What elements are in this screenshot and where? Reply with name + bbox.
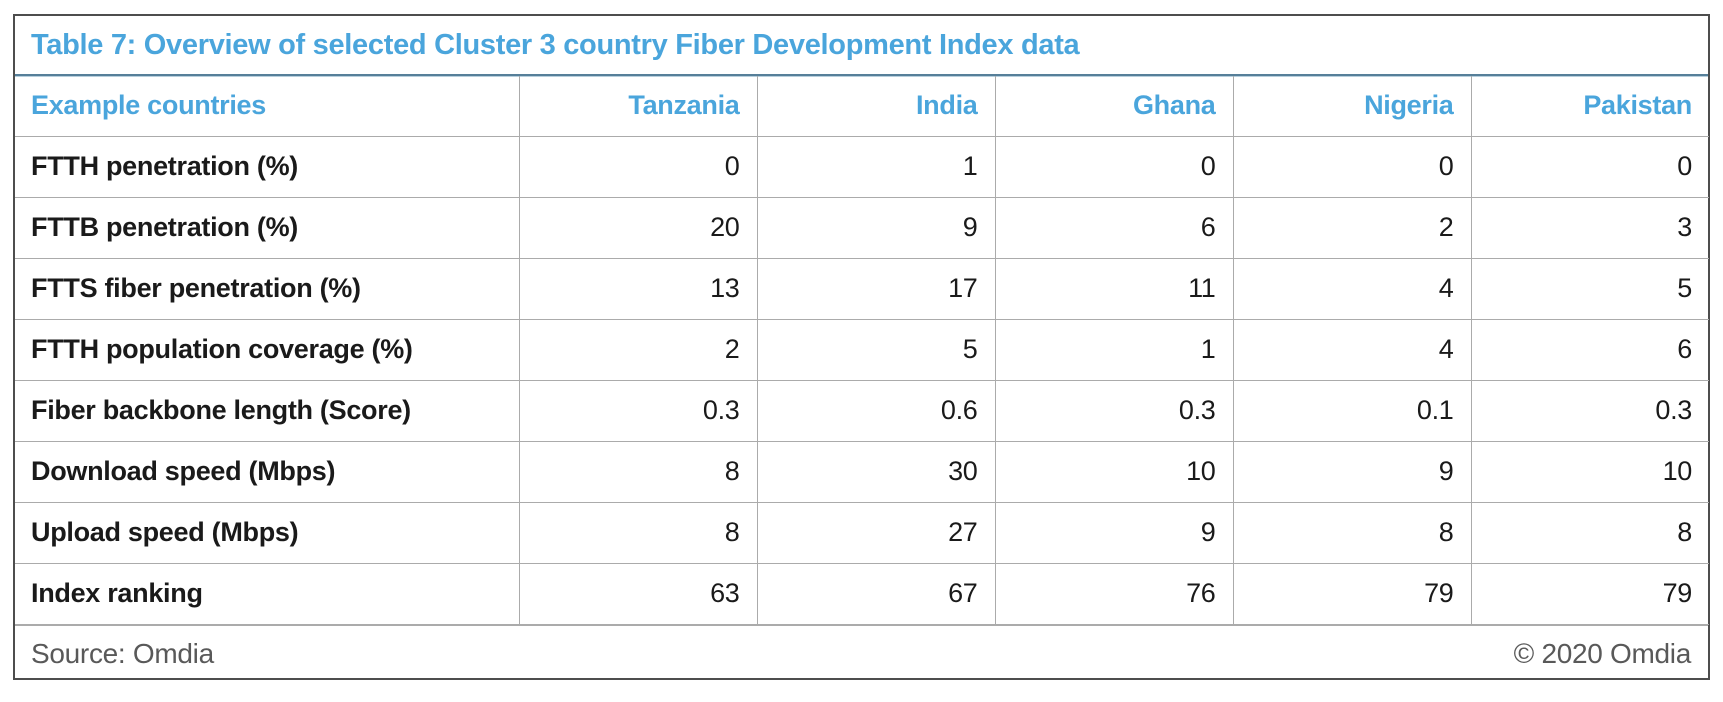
column-header-nigeria: Nigeria (1232, 76, 1472, 137)
cell-value: 11 (994, 257, 1234, 320)
row-label: FTTS fiber penetration (%) (15, 257, 520, 320)
cell-value: 13 (518, 257, 758, 320)
table-row: FTTH penetration (%) 0 1 0 0 0 (15, 135, 1709, 198)
column-header-india: India (756, 76, 996, 137)
cell-value: 2 (518, 318, 758, 381)
cell-value: 0 (1470, 135, 1709, 198)
row-label: FTTB penetration (%) (15, 196, 520, 259)
data-table: Example countries Tanzania India Ghana N… (15, 76, 1709, 625)
table-title: Table 7: Overview of selected Cluster 3 … (15, 16, 1708, 76)
row-label: FTTH penetration (%) (15, 135, 520, 198)
row-label: Download speed (Mbps) (15, 440, 520, 503)
cell-value: 4 (1232, 318, 1472, 381)
table-row: Upload speed (Mbps) 8 27 9 8 8 (15, 501, 1709, 564)
row-label: FTTH population coverage (%) (15, 318, 520, 381)
cell-value: 0.3 (994, 379, 1234, 442)
row-label: Index ranking (15, 562, 520, 625)
cell-value: 20 (518, 196, 758, 259)
row-label: Upload speed (Mbps) (15, 501, 520, 564)
cell-value: 6 (994, 196, 1234, 259)
header-row: Example countries Tanzania India Ghana N… (15, 76, 1709, 137)
cell-value: 3 (1470, 196, 1709, 259)
cell-value: 17 (756, 257, 996, 320)
cell-value: 30 (756, 440, 996, 503)
cell-value: 0.1 (1232, 379, 1472, 442)
cell-value: 8 (518, 501, 758, 564)
cell-value: 8 (1232, 501, 1472, 564)
cell-value: 0 (994, 135, 1234, 198)
cell-value: 10 (1470, 440, 1709, 503)
cell-value: 6 (1470, 318, 1709, 381)
cell-value: 79 (1232, 562, 1472, 625)
table-row: FTTH population coverage (%) 2 5 1 4 6 (15, 318, 1709, 381)
table-row: Index ranking 63 67 76 79 79 (15, 562, 1709, 625)
cell-value: 9 (756, 196, 996, 259)
cell-value: 2 (1232, 196, 1472, 259)
cell-value: 9 (1232, 440, 1472, 503)
cell-value: 76 (994, 562, 1234, 625)
cell-value: 8 (1470, 501, 1709, 564)
table-row: Download speed (Mbps) 8 30 10 9 10 (15, 440, 1709, 503)
cell-value: 8 (518, 440, 758, 503)
cell-value: 67 (756, 562, 996, 625)
cell-value: 5 (756, 318, 996, 381)
cell-value: 4 (1232, 257, 1472, 320)
cell-value: 63 (518, 562, 758, 625)
cell-value: 1 (756, 135, 996, 198)
fiber-development-index-table: Table 7: Overview of selected Cluster 3 … (13, 14, 1710, 680)
cell-value: 0 (1232, 135, 1472, 198)
cell-value: 1 (994, 318, 1234, 381)
cell-value: 9 (994, 501, 1234, 564)
copyright-note: © 2020 Omdia (1513, 637, 1692, 669)
column-header-example-countries: Example countries (15, 76, 520, 137)
cell-value: 0.3 (518, 379, 758, 442)
cell-value: 79 (1470, 562, 1709, 625)
source-note: Source: Omdia (31, 637, 214, 669)
table-row: Fiber backbone length (Score) 0.3 0.6 0.… (15, 379, 1709, 442)
cell-value: 5 (1470, 257, 1709, 320)
row-label: Fiber backbone length (Score) (15, 379, 520, 442)
cell-value: 0.6 (756, 379, 996, 442)
table-row: FTTS fiber penetration (%) 13 17 11 4 5 (15, 257, 1709, 320)
cell-value: 10 (994, 440, 1234, 503)
column-header-ghana: Ghana (994, 76, 1234, 137)
table-footer: Source: Omdia © 2020 Omdia (15, 624, 1708, 682)
cell-value: 0.3 (1470, 379, 1709, 442)
column-header-pakistan: Pakistan (1470, 76, 1709, 137)
table-row: FTTB penetration (%) 20 9 6 2 3 (15, 196, 1709, 259)
column-header-tanzania: Tanzania (518, 76, 758, 137)
cell-value: 0 (518, 135, 758, 198)
cell-value: 27 (756, 501, 996, 564)
